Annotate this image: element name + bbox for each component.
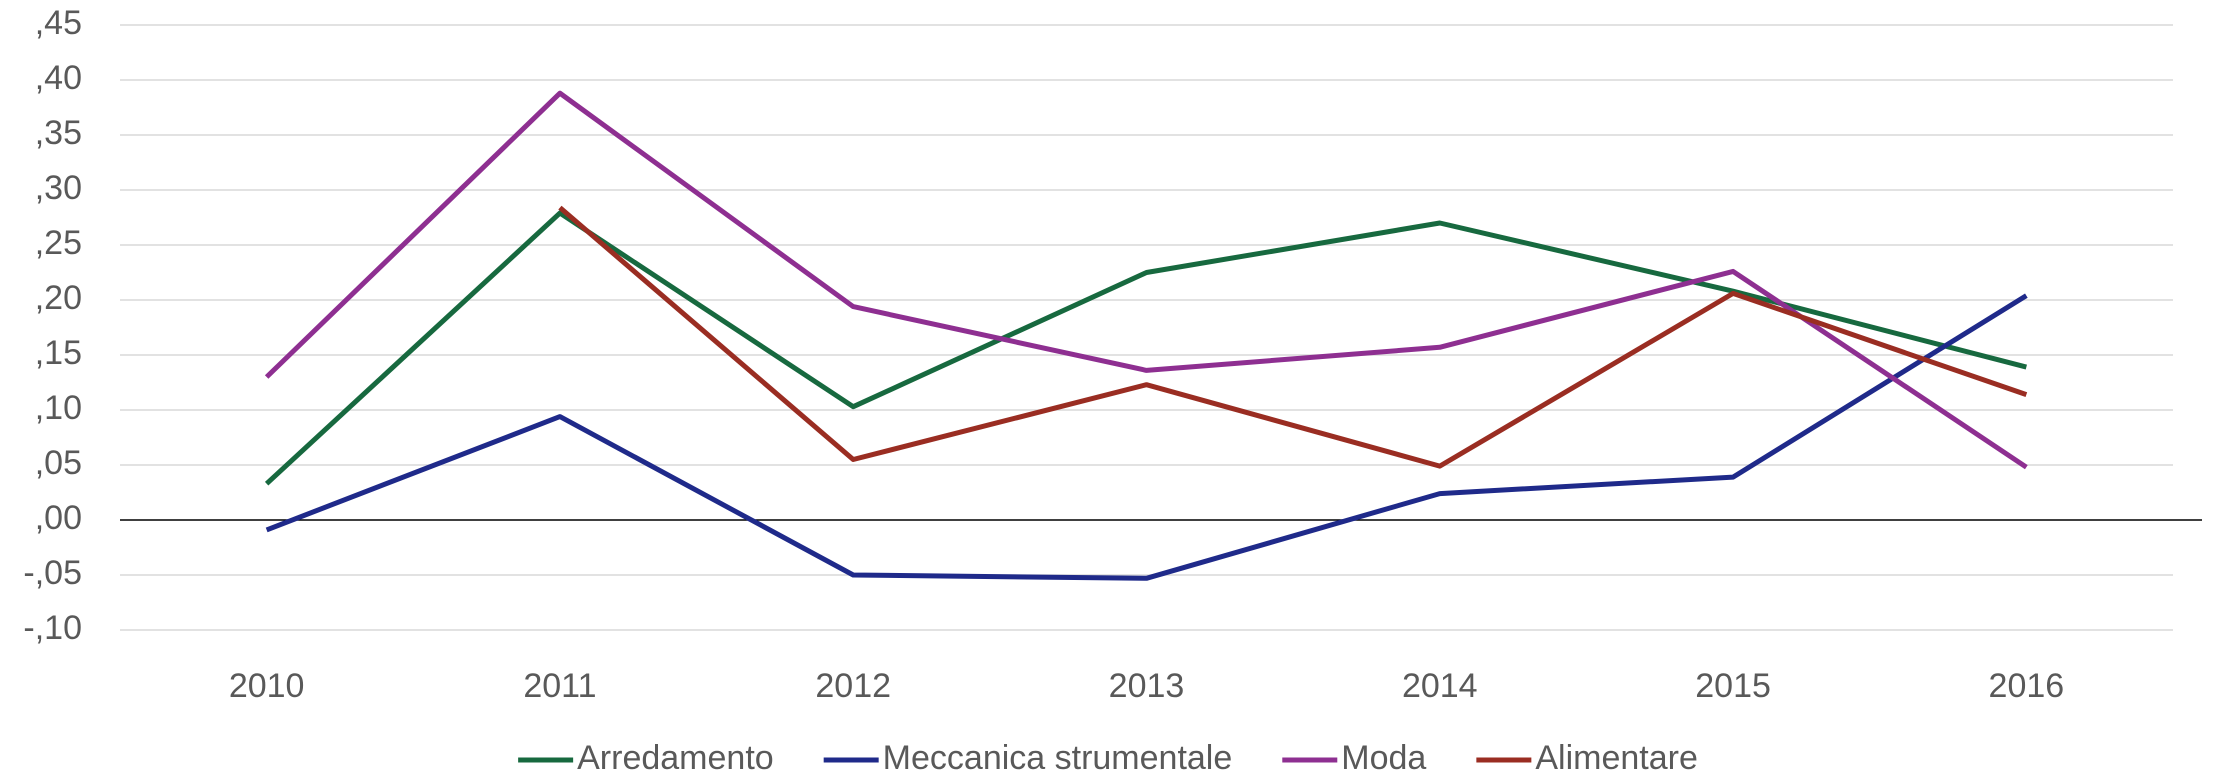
x-tick-label: 2014 <box>1402 667 1478 705</box>
y-tick-label: ,40 <box>35 59 82 97</box>
y-tick-label: ,10 <box>35 389 82 427</box>
y-tick-label: ,35 <box>35 114 82 152</box>
y-tick-label: ,15 <box>35 334 82 372</box>
line <box>558 205 2028 469</box>
y-tick-label: -,05 <box>23 554 82 592</box>
x-tick-label: 2016 <box>1989 667 2065 705</box>
x-tick-label: 2011 <box>523 667 596 705</box>
line <box>264 210 2027 486</box>
x-tick-label: 2015 <box>1695 667 1771 705</box>
x-tick-label: 2013 <box>1109 667 1185 705</box>
legend-label: Meccanica strumentale <box>883 739 1233 777</box>
y-tick-label: ,45 <box>35 4 82 42</box>
legend-label: Alimentare <box>1535 739 1698 777</box>
line <box>265 293 2028 581</box>
y-tick-label: ,05 <box>35 444 82 482</box>
x-tick-label: 2010 <box>229 667 305 705</box>
x-tick-label: 2012 <box>815 667 891 705</box>
line <box>264 90 2028 470</box>
legend-label: Moda <box>1341 739 1426 777</box>
y-tick-label: ,20 <box>35 279 82 317</box>
legend-label: Arredamento <box>577 739 774 777</box>
y-tick-label: ,00 <box>35 499 82 537</box>
y-tick-label: ,25 <box>35 224 82 262</box>
y-tick-label: ,30 <box>35 169 82 207</box>
y-tick-label: -,10 <box>23 609 82 647</box>
